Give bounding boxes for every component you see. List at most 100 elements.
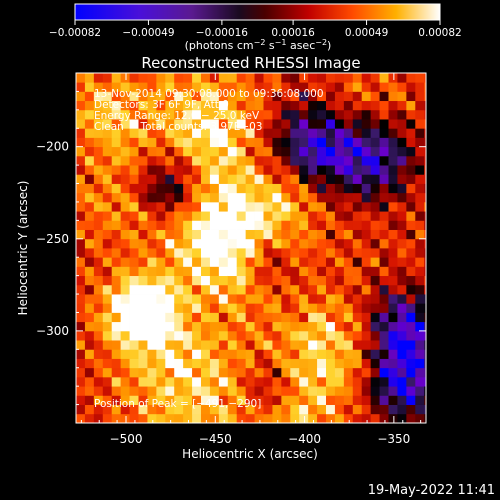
heatmap-cell [84, 146, 95, 157]
heatmap-cell [84, 229, 95, 240]
heatmap-cell [343, 82, 354, 92]
heatmap-cell [93, 330, 104, 341]
heatmap-cell [209, 220, 220, 230]
heatmap-cell [334, 312, 345, 323]
heatmap-cell [379, 192, 389, 203]
heatmap-cell [388, 367, 398, 378]
heatmap-cell [174, 312, 184, 323]
heatmap-cell [209, 376, 220, 387]
heatmap-cell [111, 183, 122, 194]
heatmap-cell [272, 386, 282, 396]
heatmap-cell [165, 238, 175, 249]
heatmap-cell [120, 275, 130, 286]
heatmap-cell [165, 312, 175, 323]
heatmap-cell [209, 165, 220, 175]
heatmap-cell [370, 330, 380, 341]
heatmap-cell [263, 100, 273, 111]
heatmap-cell [93, 340, 104, 350]
heatmap-cell [397, 303, 407, 313]
heatmap-cell [120, 174, 130, 184]
heatmap-cell [308, 404, 318, 415]
heatmap-cell [192, 100, 202, 111]
heatmap-cell [290, 220, 300, 230]
heatmap-cell [361, 386, 372, 396]
heatmap-cell [236, 128, 247, 138]
heatmap-cell [138, 155, 148, 166]
heatmap-cell [129, 229, 139, 240]
heatmap-cell [406, 266, 416, 277]
heatmap-cell [147, 73, 157, 83]
heatmap-cell [227, 358, 238, 369]
heatmap-cell [218, 109, 229, 120]
heatmap-cell [102, 229, 113, 240]
heatmap-cell [129, 119, 139, 129]
heatmap-cell [272, 340, 282, 350]
heatmap-cell [424, 284, 426, 295]
heatmap-cell [227, 266, 238, 277]
heatmap-cell [227, 386, 238, 396]
heatmap-cell [183, 220, 193, 230]
heatmap-cell [102, 73, 113, 83]
heatmap-cell [281, 229, 291, 240]
heatmap-cell [415, 340, 425, 350]
heatmap-cell [424, 91, 426, 102]
heatmap-cell [272, 321, 282, 332]
heatmap-cell [326, 404, 336, 415]
heatmap-cell [76, 321, 86, 332]
heatmap-cell [379, 109, 389, 120]
heatmap-cell [254, 312, 264, 323]
heatmap-cell [209, 330, 220, 341]
heatmap-cell [343, 358, 354, 369]
heatmap-cell [192, 146, 202, 157]
heatmap-cell [424, 128, 426, 138]
heatmap-cell [317, 229, 327, 240]
heatmap-cell [406, 146, 416, 157]
heatmap-cell [192, 257, 202, 267]
heatmap-cell [299, 284, 309, 295]
heatmap-cell [218, 146, 229, 157]
heatmap-cell [334, 386, 345, 396]
heatmap-cell [76, 211, 86, 221]
heatmap-cell [281, 294, 291, 304]
heatmap-cell [183, 192, 193, 203]
heatmap-cell [254, 82, 264, 92]
heatmap-cell [290, 266, 300, 277]
heatmap-cell [272, 413, 282, 423]
heatmap-cell [236, 266, 247, 277]
heatmap-cell [379, 266, 389, 277]
heatmap-cell [317, 257, 327, 267]
heatmap-cell [156, 165, 166, 175]
heatmap-cell [406, 211, 416, 221]
heatmap-cell [308, 395, 318, 405]
heatmap-cell [102, 119, 113, 129]
heatmap-cell [370, 211, 380, 221]
heatmap-cell [120, 395, 130, 405]
heatmap-cell [334, 211, 345, 221]
heatmap-cell [129, 358, 139, 369]
heatmap-cell [209, 229, 220, 240]
heatmap-cell [379, 358, 389, 369]
heatmap-cell [415, 109, 425, 120]
heatmap-cell [272, 100, 282, 111]
heatmap-cell [415, 248, 425, 258]
heatmap-cell [397, 284, 407, 295]
heatmap-cell [102, 211, 113, 221]
heatmap-cell [361, 340, 372, 350]
heatmap-cell [201, 137, 211, 148]
heatmap-cell [343, 349, 354, 359]
heatmap-cell [272, 284, 282, 295]
heatmap-cell [254, 109, 264, 120]
heatmap-cell [147, 349, 157, 359]
heatmap-cell [370, 192, 380, 203]
heatmap-cell [120, 229, 130, 240]
heatmap-cell [379, 284, 389, 295]
heatmap-cell [263, 211, 273, 221]
heatmap-cell [156, 312, 166, 323]
heatmap-cell [236, 376, 247, 387]
heatmap-cell [424, 137, 426, 148]
heatmap-cell [174, 174, 184, 184]
heatmap-cell [147, 174, 157, 184]
heatmap-cell [254, 413, 264, 423]
heatmap-cell [218, 294, 229, 304]
colorbar-tick-label: 0.00049 [345, 27, 388, 39]
